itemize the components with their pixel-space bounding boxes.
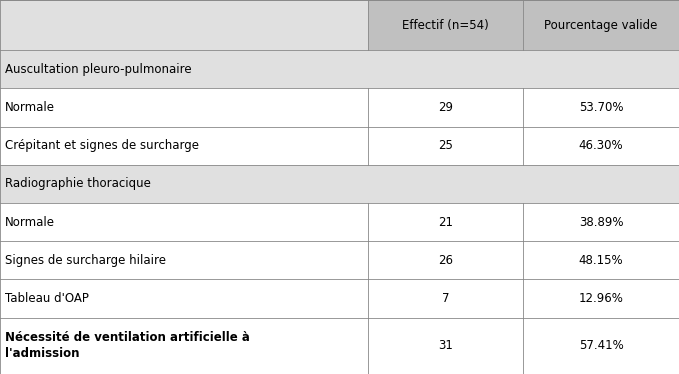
Bar xyxy=(523,241,679,279)
Text: 57.41%: 57.41% xyxy=(579,339,623,352)
Bar xyxy=(368,318,523,374)
Bar xyxy=(523,0,679,50)
Text: Normale: Normale xyxy=(5,101,55,114)
Text: 29: 29 xyxy=(438,101,453,114)
Bar xyxy=(368,127,523,165)
Bar xyxy=(368,0,523,50)
Text: 21: 21 xyxy=(438,216,453,229)
Bar xyxy=(0,241,368,279)
Text: Auscultation pleuro-pulmonaire: Auscultation pleuro-pulmonaire xyxy=(5,63,191,76)
Bar xyxy=(523,127,679,165)
Bar xyxy=(368,50,523,89)
Bar xyxy=(368,89,523,127)
Text: 53.70%: 53.70% xyxy=(579,101,623,114)
Text: Signes de surcharge hilaire: Signes de surcharge hilaire xyxy=(5,254,166,267)
Text: Normale: Normale xyxy=(5,216,55,229)
Bar xyxy=(523,165,679,203)
Bar xyxy=(368,203,523,241)
Bar xyxy=(0,165,368,203)
Text: 31: 31 xyxy=(438,339,453,352)
Bar xyxy=(0,50,368,89)
Text: Tableau d'OAP: Tableau d'OAP xyxy=(5,292,89,305)
Text: 7: 7 xyxy=(442,292,449,305)
Bar xyxy=(0,89,368,127)
Bar xyxy=(368,241,523,279)
Text: Pourcentage valide: Pourcentage valide xyxy=(545,19,658,32)
Text: Effectif (n=54): Effectif (n=54) xyxy=(402,19,489,32)
Text: Radiographie thoracique: Radiographie thoracique xyxy=(5,178,151,190)
Text: 46.30%: 46.30% xyxy=(579,139,623,152)
Bar xyxy=(368,279,523,318)
Bar xyxy=(523,318,679,374)
Bar xyxy=(523,279,679,318)
Bar xyxy=(523,89,679,127)
Text: 38.89%: 38.89% xyxy=(579,216,623,229)
Bar xyxy=(523,50,679,89)
Text: 25: 25 xyxy=(438,139,453,152)
Bar xyxy=(0,127,368,165)
Text: l'admission: l'admission xyxy=(5,347,79,360)
Bar xyxy=(0,0,368,50)
Bar xyxy=(368,165,523,203)
Bar xyxy=(0,318,368,374)
Text: 48.15%: 48.15% xyxy=(579,254,623,267)
Text: Crépitant et signes de surcharge: Crépitant et signes de surcharge xyxy=(5,139,199,152)
Bar xyxy=(523,203,679,241)
Text: Nécessité de ventilation artificielle à: Nécessité de ventilation artificielle à xyxy=(5,331,250,344)
Text: 12.96%: 12.96% xyxy=(579,292,623,305)
Bar xyxy=(0,203,368,241)
Bar xyxy=(0,279,368,318)
Text: 26: 26 xyxy=(438,254,453,267)
